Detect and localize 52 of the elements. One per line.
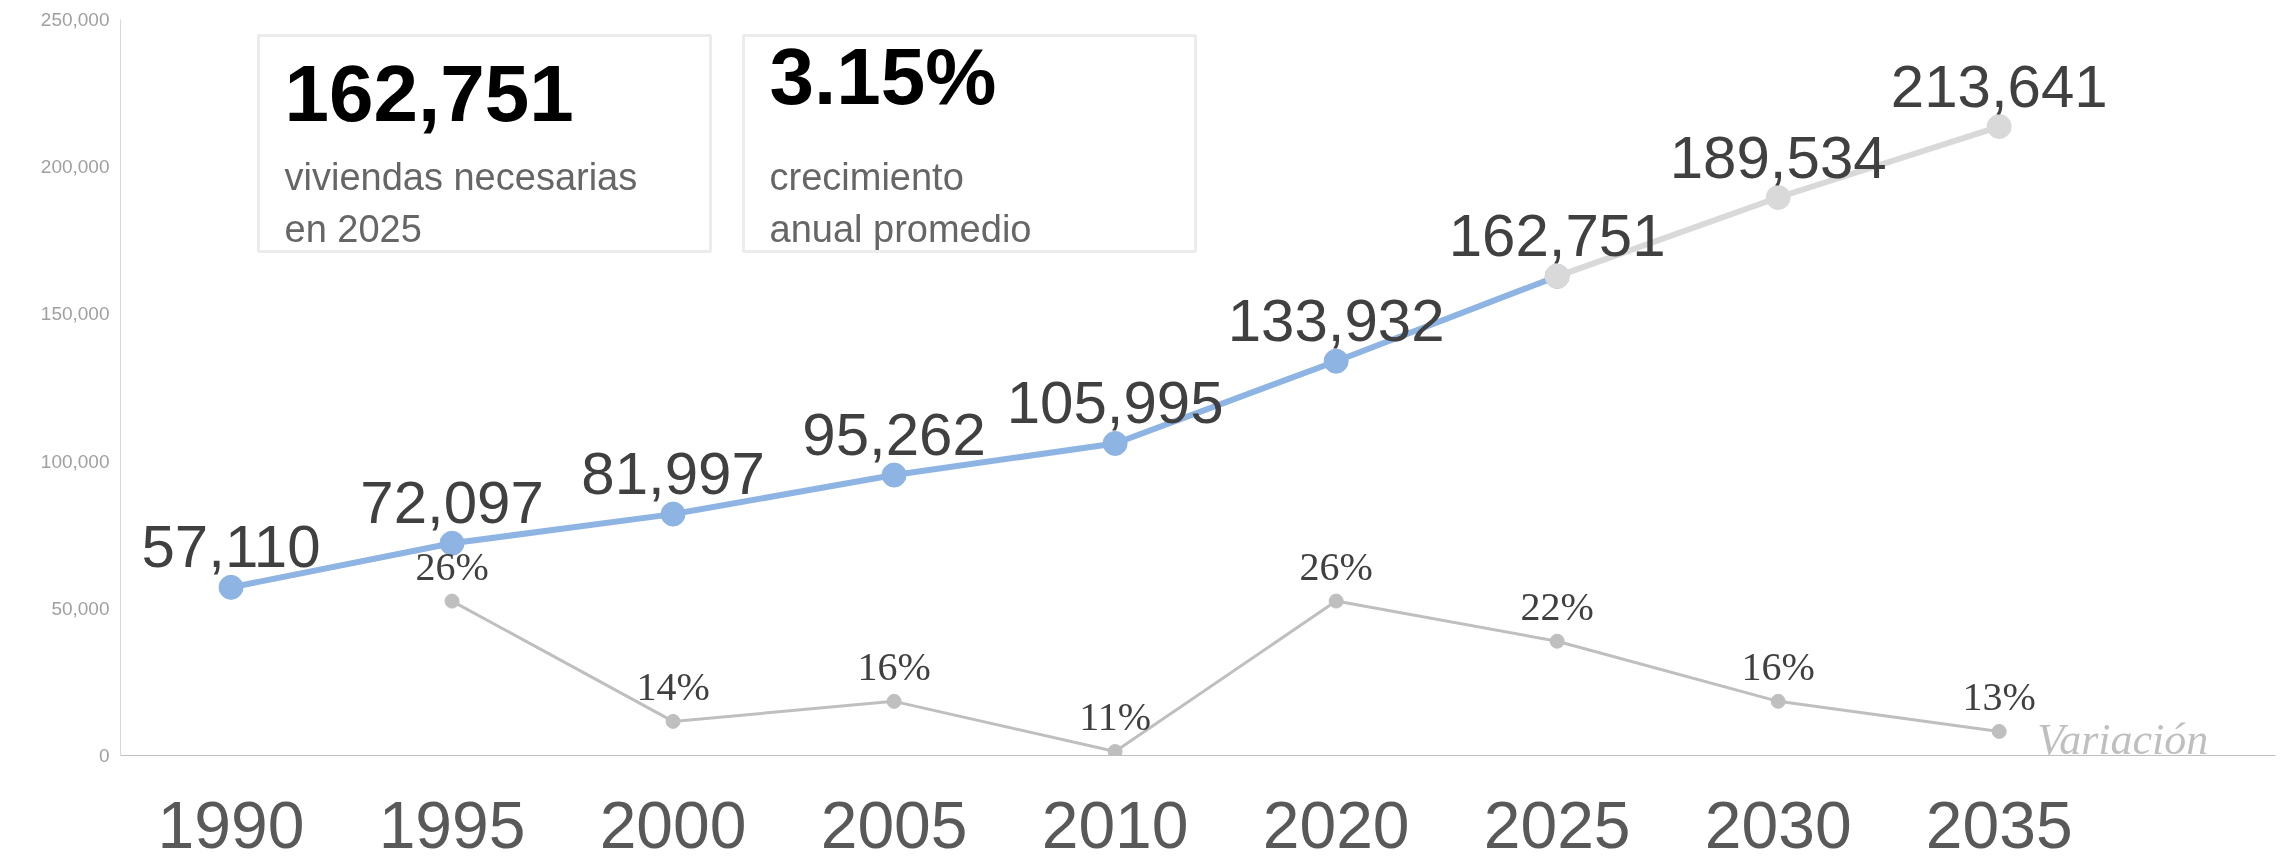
point [444, 593, 460, 609]
data-label: 26% [1299, 544, 1373, 590]
data-label: 22% [1520, 584, 1594, 630]
data-label: 133,932 [1227, 287, 1445, 355]
point [1765, 185, 1791, 210]
x-tick-label: 2000 [599, 787, 747, 862]
point [1323, 348, 1349, 374]
series-label: Variación [2037, 714, 2209, 764]
x-tick-label: 2030 [1704, 787, 1852, 862]
annotation: 162,751 [284, 48, 574, 138]
data-label: 13% [1962, 674, 2036, 720]
data-label: 81,997 [581, 440, 765, 508]
point [1986, 114, 2012, 140]
annotation: crecimiento anual promedio [769, 155, 1032, 250]
y-tick-label: 200,000 [40, 156, 110, 178]
annotation: viviendas necesarias en 2025 [284, 155, 638, 250]
y-tick-label: 150,000 [40, 303, 110, 325]
point [1102, 430, 1128, 456]
x-tick-label: 2025 [1483, 787, 1631, 862]
point [886, 693, 902, 709]
data-label: 26% [415, 544, 489, 590]
y-tick-label: 250,000 [40, 9, 110, 30]
point [881, 462, 907, 488]
point [1107, 744, 1123, 756]
data-label: 72,097 [360, 469, 544, 537]
data-label: 16% [857, 644, 931, 690]
point [1328, 593, 1344, 609]
data-label: 105,995 [1006, 369, 1224, 437]
point [1770, 693, 1786, 709]
y-tick-label: 50,000 [51, 597, 110, 619]
point [1549, 633, 1565, 649]
x-tick-label: 2010 [1041, 787, 1189, 862]
point [665, 713, 681, 729]
data-label: 11% [1079, 694, 1152, 740]
x-tick-label: 2005 [820, 787, 968, 862]
x-tick-label: 2020 [1262, 787, 1410, 862]
data-label: 189,534 [1669, 123, 1887, 191]
data-label: 213,641 [1890, 52, 2108, 120]
data-label: 95,262 [802, 401, 986, 469]
y-tick-label: 0 [98, 745, 110, 766]
data-label: 162,751 [1448, 202, 1666, 270]
x-tick-label: 2035 [1925, 787, 2073, 862]
annotation: 3.15% [769, 31, 997, 121]
y-tick-label: 100,000 [40, 450, 110, 472]
point [218, 574, 244, 600]
x-tick-label: 1995 [378, 787, 526, 862]
point [660, 501, 686, 527]
x-tick-label: 1990 [157, 787, 305, 862]
point [1991, 723, 2007, 739]
data-label: 57,110 [141, 513, 321, 581]
data-label: 16% [1741, 644, 1815, 690]
data-label: 14% [636, 664, 710, 710]
